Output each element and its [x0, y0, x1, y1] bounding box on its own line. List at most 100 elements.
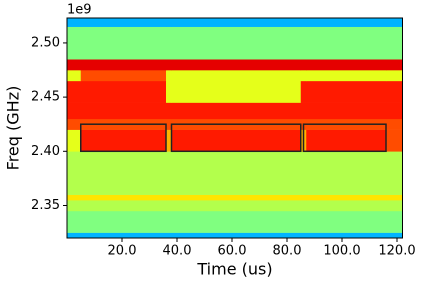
cell: [67, 70, 82, 82]
x-tick-label: 120.0: [378, 244, 415, 259]
x-tick-label: 40.0: [163, 244, 192, 259]
signal-box: [302, 123, 387, 153]
cell: [386, 129, 403, 152]
cell: [300, 18, 307, 27]
cell: [300, 210, 307, 233]
x-tick-label: 80.0: [273, 244, 302, 259]
cell: [306, 210, 387, 233]
cell: [67, 200, 82, 212]
cell: [166, 151, 172, 195]
cell: [386, 18, 403, 27]
cell: [386, 70, 403, 82]
cell: [300, 59, 307, 71]
cell: [67, 210, 82, 233]
cell: [166, 118, 172, 130]
cell: [166, 210, 172, 233]
cell: [306, 26, 387, 60]
cell: [386, 102, 403, 120]
cell: [166, 59, 172, 71]
cell: [171, 70, 302, 82]
cell: [166, 102, 172, 120]
signal-box: [170, 123, 302, 153]
y-axis-label: Freq (GHz): [4, 86, 23, 171]
cell: [171, 59, 302, 71]
cell: [300, 232, 307, 239]
cell: [171, 129, 302, 152]
cell: [67, 232, 82, 239]
x-tick-label: 20.0: [108, 244, 137, 259]
y-tick-label: 2.50: [31, 35, 60, 50]
cell: [80, 151, 167, 195]
y-tick-label: 2.40: [31, 144, 60, 159]
cell: [171, 26, 302, 60]
cell: [386, 80, 403, 103]
cell: [67, 18, 82, 27]
x-tick-label: 100.0: [323, 244, 360, 259]
cell: [80, 129, 167, 152]
x-tick-label: 60.0: [218, 244, 247, 259]
cell: [300, 80, 307, 103]
cell: [67, 118, 82, 130]
cell: [166, 80, 172, 103]
cell: [166, 200, 172, 212]
cell: [80, 26, 167, 60]
cell: [306, 232, 387, 239]
cell: [166, 194, 172, 201]
cell: [386, 232, 403, 239]
cell: [67, 151, 82, 195]
cell: [67, 80, 82, 103]
cell: [300, 102, 307, 120]
cell: [386, 194, 403, 201]
cell: [306, 18, 387, 27]
cell: [306, 59, 387, 71]
x-axis-label: Time (us): [196, 260, 272, 279]
cell: [166, 70, 172, 82]
cell: [306, 102, 387, 120]
cell: [300, 194, 307, 201]
cell: [80, 194, 167, 201]
cell: [306, 200, 387, 212]
cell: [171, 80, 302, 103]
cell: [300, 70, 307, 82]
signal-box: [80, 123, 167, 153]
cell: [80, 200, 167, 212]
cell: [166, 18, 172, 27]
cell: [67, 194, 82, 201]
cell: [306, 80, 387, 103]
cell: [67, 59, 82, 71]
cell: [386, 59, 403, 71]
cell: [67, 102, 82, 120]
cell: [171, 151, 302, 195]
cell: [171, 102, 302, 120]
cell: [166, 26, 172, 60]
cell: [306, 129, 387, 152]
cell: [300, 200, 307, 212]
offset-text: 1e9: [67, 3, 92, 18]
cell: [80, 210, 167, 233]
y-tick-label: 2.45: [31, 90, 60, 105]
cell: [386, 200, 403, 212]
cell: [80, 80, 167, 103]
cell: [80, 59, 167, 71]
cell: [171, 200, 302, 212]
cell: [171, 194, 302, 201]
cell: [306, 151, 387, 195]
cell: [171, 232, 302, 239]
plot-frame: [66, 17, 403, 239]
cell: [171, 210, 302, 233]
cell: [300, 26, 307, 60]
cell: [67, 26, 82, 60]
cell: [80, 102, 167, 120]
cell: [80, 70, 167, 82]
cell: [80, 18, 167, 27]
cell: [306, 194, 387, 201]
cell: [80, 232, 167, 239]
y-tick-label: 2.35: [31, 198, 60, 213]
cell: [386, 26, 403, 60]
cell: [166, 129, 172, 152]
cell: [166, 232, 172, 239]
cell: [67, 129, 82, 152]
cell: [306, 70, 387, 82]
cell: [171, 18, 302, 27]
